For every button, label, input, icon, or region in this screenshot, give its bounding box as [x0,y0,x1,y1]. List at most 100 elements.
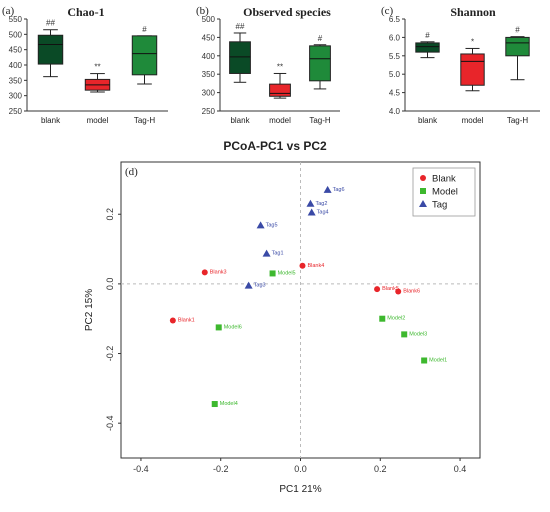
point-label: Blank5 [382,286,399,292]
point-model2 [379,315,386,322]
legend-label: Model [432,187,458,198]
point-model3 [401,331,408,338]
legend-label: Tag [432,200,447,211]
point-label: Tag1 [272,251,284,257]
box-body [415,42,440,53]
x-tick-label: blank [230,116,250,125]
legend: Blank Model Tag [412,167,476,217]
point-blank6 [395,288,402,295]
box-blank: ## blank [37,19,64,125]
point-label: Tag5 [266,222,278,228]
point-label: Model6 [224,324,242,330]
box-panel-3: (c) Shannon 4.0 4.5 5.0 5.5 6.0 6.5 # blank * model… [381,5,540,125]
significance-mark: ** [94,63,100,72]
point-label: Blank6 [403,289,420,295]
y-tick-label: 5.5 [389,52,401,61]
point-blank1 [169,317,176,324]
y-tick-label: 350 [202,70,216,79]
y-tick-label: 6.0 [389,33,401,42]
y-tick-label: 6.5 [389,15,401,24]
box-blank: # blank [415,31,440,125]
box-model: ** model [84,63,111,125]
y-tick-label: 4.5 [389,89,401,98]
x-tick-label: 0.4 [454,464,467,474]
panel-title: Chao-1 [67,5,104,19]
point-label: Blank1 [178,317,195,323]
x-tick-label: -0.4 [133,464,149,474]
significance-mark: ## [46,19,55,28]
x-axis-label: PC1 21% [279,484,321,495]
panel-title: Observed species [243,5,331,19]
panel-title: Shannon [450,5,496,19]
point-blank5 [374,286,381,293]
y-tick-label: 4.0 [389,107,401,116]
x-tick-label: Tag-H [507,116,529,125]
point-model5 [269,270,276,277]
point-label: Model4 [220,401,238,407]
y-tick-label: 450 [9,46,23,55]
legend-marker-tag [419,200,427,207]
y-tick-label: 250 [9,107,23,116]
y-tick-label: 350 [9,76,23,85]
y-tick-label: 0.2 [105,208,115,221]
y-tick-label: 400 [202,52,216,61]
y-tick-label: -0.2 [105,346,115,362]
pcoa-panel: PCoA-PC1 vs PC2 (d) -0.4 -0.2 0.0 0.2 0.4 -0.4 -… [84,139,481,495]
point-model4 [211,401,218,408]
legend-label: Blank [432,174,456,185]
x-tick-label: Tag-H [134,116,156,125]
significance-mark: ** [277,62,283,71]
point-label: Blank3 [210,269,227,275]
y-tick-label: 0.0 [105,278,115,291]
point-tag6 [323,185,332,193]
box-body [505,36,530,57]
point-label: Blank4 [307,263,324,269]
point-label: Tag6 [333,187,345,193]
y-tick-label: 300 [202,89,216,98]
x-tick-label: model [269,116,291,125]
x-tick-label: model [462,116,484,125]
box-Tag-H: # Tag-H [309,34,331,125]
x-tick-label: model [87,116,109,125]
significance-mark: # [425,31,430,40]
significance-mark: ## [236,22,245,31]
box-panel-1: (a) Chao-1 250 300 350 400 450 500 550 ## blank ** m… [2,5,168,125]
series-model: Model5 Model6 Model2 Model3 Model1 Model4 [211,270,447,408]
box-body [229,41,251,74]
y-tick-label: 500 [202,15,216,24]
x-tick-label: blank [418,116,438,125]
y-tick-label: 500 [9,30,23,39]
point-label: Tag4 [317,209,329,215]
significance-mark: # [318,34,323,43]
box-body [37,34,64,65]
box-body [269,83,291,97]
significance-mark: # [142,25,147,34]
x-tick-label: blank [41,116,61,125]
y-axis-label: PC2 15% [84,289,95,331]
chart-title: PCoA-PC1 vs PC2 [223,139,327,153]
y-tick-label: 450 [202,33,216,42]
x-tick-label: 0.2 [374,464,387,474]
panel-label: (a) [2,5,15,17]
point-label: Tag2 [315,201,327,207]
point-tag2 [306,199,315,207]
point-label: Model1 [429,357,447,363]
box-model: * model [460,37,485,125]
box-panel-2: (b) Observed species 250 300 350 400 450 500 ## b… [196,5,340,125]
x-tick-label: 0.0 [294,464,307,474]
point-blank3 [201,269,208,276]
y-tick-label: -0.4 [105,415,115,431]
panel-label: (b) [196,5,209,17]
point-tag3 [244,281,253,289]
box-body [460,53,485,86]
box-Tag-H: # Tag-H [505,26,530,125]
legend-marker-blank [420,175,426,181]
point-tag5 [256,221,265,229]
series-blank: Blank1 Blank3 Blank4 Blank5 Blank6 [169,262,420,324]
point-model1 [421,357,428,364]
panel-label: (c) [381,5,394,17]
point-blank4 [299,262,306,269]
box-Tag-H: # Tag-H [131,25,158,125]
y-tick-label: 400 [9,61,23,70]
